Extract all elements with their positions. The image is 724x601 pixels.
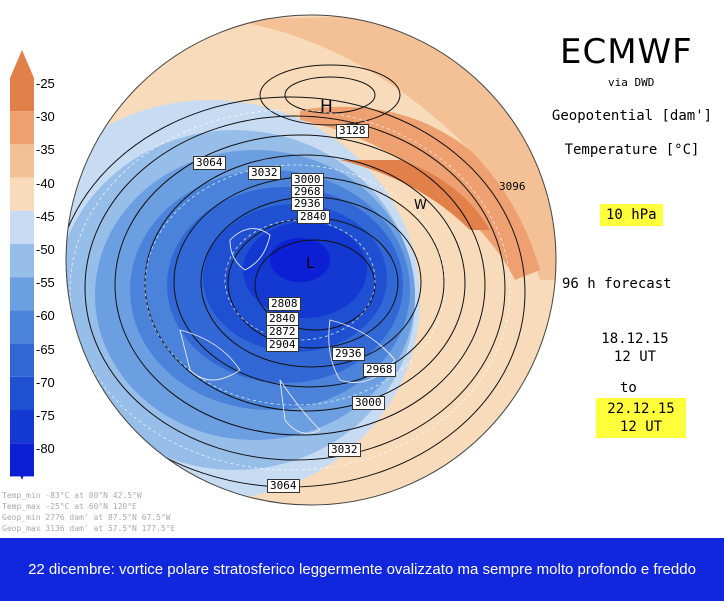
contour-label: 2904 xyxy=(266,338,299,352)
contour-label: 2936 xyxy=(291,197,324,211)
temp-max-stat: Temp_max -25°C at 60°N 120°E xyxy=(2,502,137,511)
contour-label: 2936 xyxy=(332,347,365,361)
valid-date: 22.12.15 xyxy=(607,401,675,417)
contour-label: 2872 xyxy=(266,325,299,339)
valid-hour: 12 UT xyxy=(619,419,663,435)
contour-label: 2840 xyxy=(266,312,299,326)
colorbar-swatch xyxy=(10,410,34,444)
colorbar-swatch xyxy=(10,343,34,377)
colorbar-swatch xyxy=(10,310,34,344)
warm-label: W xyxy=(414,198,427,213)
colorbar-label: -70 xyxy=(36,374,55,390)
colorbar-label: -25 xyxy=(36,76,55,91)
colorbar-swatch xyxy=(10,210,34,244)
init-time: 18.12.15 12 UT xyxy=(580,330,690,366)
colorbar-swatch xyxy=(10,277,34,311)
temp-min-stat: Temp_min -83°C at 80°N 42.5°W xyxy=(2,491,142,500)
colorbar-swatch xyxy=(10,144,34,178)
colorbar xyxy=(10,50,34,480)
colorbar-bottom-arrow xyxy=(10,449,34,480)
colorbar-label: -75 xyxy=(36,408,55,423)
temperature-label: Temperature [°C] xyxy=(564,142,700,158)
colorbar-swatch xyxy=(10,244,34,278)
globe-outline xyxy=(65,14,557,506)
geop-min-stat: Geop_min 2776 dam' at 87.5°N 67.5°W xyxy=(2,513,171,522)
contour-label: 3032 xyxy=(328,443,361,457)
colorbar-swatch xyxy=(10,376,34,410)
source-label: via DWD xyxy=(608,76,655,89)
low-pressure-label: L xyxy=(306,254,315,272)
colorbar-label: -45 xyxy=(36,208,55,224)
pressure-level-badge: 10 hPa xyxy=(600,204,663,226)
colorbar-label: -55 xyxy=(36,275,55,291)
contour-label: 3064 xyxy=(267,479,300,493)
to-label: to xyxy=(620,380,637,396)
geop-max-stat: Geop_max 3136 dam' at 57.5°N 177.5°E xyxy=(2,524,176,533)
geopotential-label: Geopotential [dam'] xyxy=(551,108,713,124)
contour-label: 2808 xyxy=(268,297,301,311)
contour-label: 2968 xyxy=(363,363,396,377)
high-pressure-label: H xyxy=(320,97,333,117)
brand-title: ECMWF xyxy=(560,32,693,72)
caption-banner: 22 dicembre: vortice polare stratosferic… xyxy=(0,538,724,601)
colorbar-top-arrow xyxy=(10,50,34,78)
colorbar-label: -30 xyxy=(36,109,55,125)
contour-label: 2840 xyxy=(297,210,330,224)
colorbar-swatch xyxy=(10,111,34,145)
caption-text: 22 dicembre: vortice polare stratosferic… xyxy=(28,561,696,578)
colorbar-label: -35 xyxy=(36,142,55,158)
colorbar-label: -80 xyxy=(36,441,55,457)
init-hour: 12 UT xyxy=(613,349,657,365)
valid-time-badge: 22.12.15 12 UT xyxy=(596,398,686,438)
contour-label: 3032 xyxy=(248,166,281,180)
colorbar-label: -65 xyxy=(36,341,55,357)
colorbar-swatch xyxy=(10,78,34,112)
coastlines xyxy=(179,228,396,434)
colorbar-label: -40 xyxy=(36,175,55,191)
colorbar-label: -50 xyxy=(36,242,55,257)
contour-label: 3128 xyxy=(336,124,369,138)
colorbar-label: -60 xyxy=(36,308,55,324)
colorbar-swatch xyxy=(10,177,34,211)
map-statistics: Temp_min -83°C at 80°N 42.5°W Temp_max -… xyxy=(0,490,360,534)
init-date: 18.12.15 xyxy=(601,331,669,347)
contour-label: 2968 xyxy=(291,185,324,199)
forecast-label: 96 h forecast xyxy=(562,276,672,292)
contour-label: 3064 xyxy=(193,156,226,170)
contour-label: 3000 xyxy=(352,396,385,410)
contour-label: 3096 xyxy=(499,180,526,193)
